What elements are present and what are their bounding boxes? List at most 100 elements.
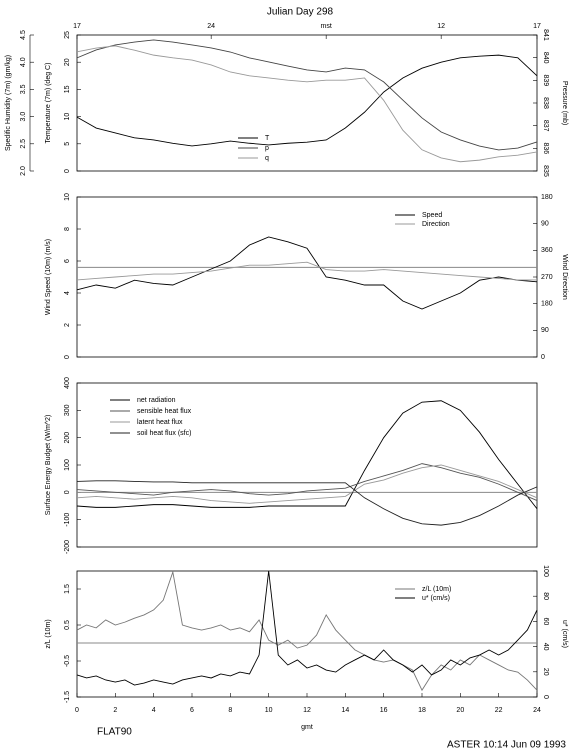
y-tick-label: 0 — [64, 490, 71, 494]
series-line — [76, 39, 538, 151]
series-line — [76, 570, 538, 686]
plot-frame — [76, 34, 538, 172]
x2-tick-label: 24 — [207, 23, 215, 30]
x-axis-label: gmt — [301, 724, 313, 731]
y2-tick-label: 0 — [541, 354, 545, 361]
x-tick-label: 10 — [265, 707, 273, 714]
x-tick-label: 18 — [418, 707, 426, 714]
y-tick-label: 10 — [64, 113, 71, 121]
y2-tick-label: 0 — [542, 695, 549, 699]
y2-tick-label: 100 — [542, 565, 549, 577]
y-tick-label: 1.5 — [64, 584, 71, 594]
station-label: FLAT90 — [97, 727, 132, 738]
y-tick-label: -100 — [64, 513, 71, 527]
y3-tick-label: 2.5 — [20, 139, 27, 149]
series-line — [76, 570, 538, 692]
x-tick-label: 14 — [341, 707, 349, 714]
legend-label: soil heat flux (sfc) — [137, 430, 191, 437]
legend-label: p — [265, 145, 269, 152]
y-tick-label: 25 — [64, 31, 71, 39]
y2-tick-label: 60 — [542, 618, 549, 626]
y2-tick-label: 270 — [541, 274, 553, 281]
chart-title: Julian Day 298 — [267, 7, 334, 18]
series-line — [76, 54, 538, 147]
y-tick-label: 0 — [64, 169, 71, 173]
y3-tick-label: 3.0 — [20, 112, 27, 122]
y2-tick-label: 360 — [541, 247, 553, 254]
y-tick-label: 0.5 — [64, 620, 71, 630]
stamp-label: ASTER 10:14 Jun 09 1993 — [447, 740, 566, 751]
series-line — [76, 45, 538, 163]
y2-tick-label: 841 — [542, 29, 549, 41]
y2-tick-label: 40 — [542, 643, 549, 651]
y2-tick-label: 838 — [542, 97, 549, 109]
legend-label: net radiation — [137, 397, 176, 404]
y-axis-label: z/L (10m) — [45, 619, 52, 648]
y2-tick-label: 20 — [542, 668, 549, 676]
y2-tick-label: 180 — [541, 194, 553, 201]
y2-axis-label: Wind Direction — [561, 254, 568, 300]
x-tick-label: 22 — [495, 707, 503, 714]
y-tick-label: 300 — [64, 404, 71, 416]
legend-label: latent heat flux — [137, 419, 183, 426]
legend-label: Direction — [422, 221, 450, 228]
legend-label: z/L (10m) — [422, 586, 451, 593]
y2-tick-label: 90 — [541, 221, 549, 228]
y2-tick-label: 835 — [542, 165, 549, 177]
y-tick-label: 10 — [64, 193, 71, 201]
series-line — [76, 463, 538, 501]
y-tick-label: 20 — [64, 58, 71, 66]
x-tick-label: 20 — [456, 707, 464, 714]
y-tick-label: 100 — [64, 459, 71, 471]
y-tick-label: 0 — [64, 355, 71, 359]
y3-tick-label: 4.0 — [20, 57, 27, 67]
x-tick-label: 0 — [75, 707, 79, 714]
y3-tick-label: 4.5 — [20, 30, 27, 40]
y-tick-label: 2 — [64, 323, 71, 327]
y-tick-label: 200 — [64, 432, 71, 444]
x2-tick-label: 17 — [73, 23, 81, 30]
series-line — [76, 480, 538, 526]
y-tick-label: -0.5 — [64, 655, 71, 667]
x2-tick-label: 17 — [533, 23, 541, 30]
plot-frame — [76, 570, 538, 698]
x-tick-label: 24 — [533, 707, 541, 714]
y3-tick-label: 3.5 — [20, 84, 27, 94]
legend-label: Speed — [422, 212, 442, 219]
series-line — [76, 236, 538, 310]
y2-tick-label: 90 — [541, 327, 549, 334]
x-tick-label: 6 — [190, 707, 194, 714]
x-tick-label: 12 — [303, 707, 311, 714]
y-tick-label: 15 — [64, 85, 71, 93]
y-tick-label: 6 — [64, 259, 71, 263]
y2-tick-label: 840 — [542, 52, 549, 64]
legend-label: sensible heat flux — [137, 408, 192, 415]
y-tick-label: 4 — [64, 291, 71, 295]
y-tick-label: -200 — [64, 540, 71, 554]
y2-tick-label: 837 — [542, 120, 549, 132]
series-line — [76, 400, 538, 510]
y-tick-label: -1.5 — [64, 691, 71, 703]
y2-tick-label: 839 — [542, 74, 549, 86]
legend-label: q — [265, 155, 269, 162]
y-tick-label: 5 — [64, 142, 71, 146]
y3-tick-label: 2.0 — [20, 166, 27, 176]
y2-axis-label: u* (cm/s) — [561, 620, 568, 648]
x-tick-label: 8 — [228, 707, 232, 714]
y3-axis-label: Spedific Humidity (7m) (gm/kg) — [5, 55, 12, 151]
y2-tick-label: 80 — [542, 592, 549, 600]
legend-label: u* (cm/s) — [422, 595, 450, 602]
x-tick-label: 2 — [113, 707, 117, 714]
y2-axis-label: Pressure (mb) — [561, 81, 568, 125]
y-tick-label: 8 — [64, 227, 71, 231]
plot-frame — [76, 196, 538, 358]
x2-tick-label: mst — [321, 23, 332, 30]
legend-label: T — [265, 135, 270, 142]
series-line — [76, 261, 537, 281]
y-axis-label: Wind Speed (10m) (m/s) — [45, 239, 52, 315]
y-tick-label: 400 — [64, 377, 71, 389]
y-axis-label: Temperature (7m) (deg C) — [45, 63, 52, 144]
x2-tick-label: 12 — [437, 23, 445, 30]
x-tick-label: 16 — [380, 707, 388, 714]
